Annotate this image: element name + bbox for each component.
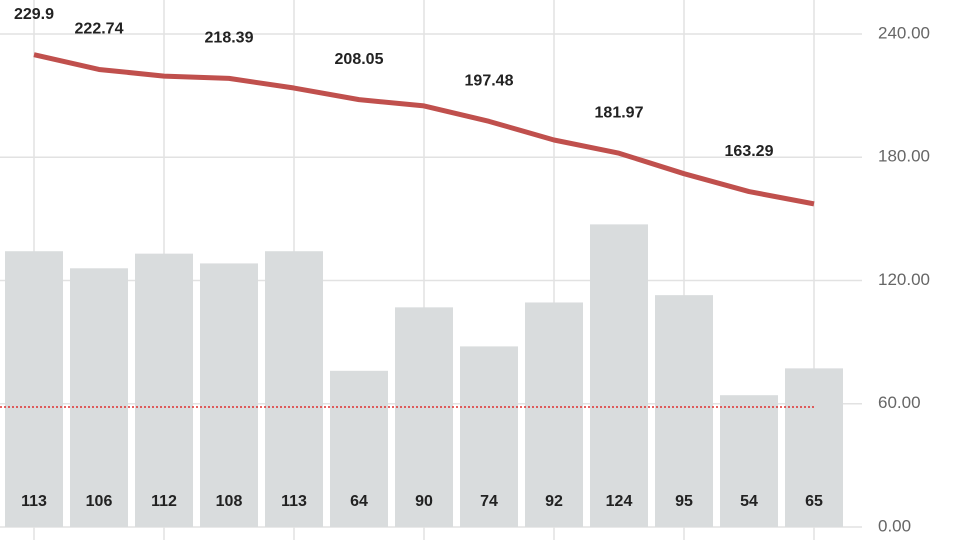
point-label: 222.74 xyxy=(75,21,124,38)
bar-label: 113 xyxy=(281,493,307,510)
point-label: 229.9 xyxy=(14,6,54,23)
bar xyxy=(265,251,323,527)
bar xyxy=(655,295,713,527)
bar xyxy=(135,253,193,527)
point-label: 218.39 xyxy=(205,30,254,47)
bar xyxy=(5,251,63,527)
bar xyxy=(590,224,648,527)
bar xyxy=(720,395,778,527)
bar xyxy=(395,307,453,527)
bar-label: 64 xyxy=(350,493,368,510)
bar-label: 113 xyxy=(21,493,47,510)
y-tick-label: 60.00 xyxy=(878,393,921,412)
bar-label: 74 xyxy=(480,493,498,510)
y-tick-label: 120.00 xyxy=(878,270,930,289)
bar-label: 90 xyxy=(415,493,433,510)
bar xyxy=(200,263,258,527)
y-tick-label: 0.00 xyxy=(878,516,911,535)
y-tick-label: 180.00 xyxy=(878,147,930,166)
bar xyxy=(525,302,583,527)
point-label: 163.29 xyxy=(725,143,774,160)
bar xyxy=(785,368,843,527)
bar-label: 95 xyxy=(675,493,693,510)
bar xyxy=(70,268,128,527)
bar-label: 108 xyxy=(216,493,243,510)
bar-label: 65 xyxy=(805,493,823,510)
y-tick-label: 240.00 xyxy=(878,23,930,42)
point-label: 197.48 xyxy=(465,73,514,90)
point-label: 181.97 xyxy=(595,104,644,121)
line xyxy=(33,52,815,207)
bar xyxy=(460,346,518,527)
bar-label: 112 xyxy=(151,493,177,510)
bar-label: 124 xyxy=(606,493,633,510)
bar xyxy=(330,370,388,527)
bar-label: 92 xyxy=(545,493,563,510)
point-label: 208.05 xyxy=(335,51,384,68)
bar-label: 54 xyxy=(740,493,758,510)
bar-label: 106 xyxy=(86,493,113,510)
